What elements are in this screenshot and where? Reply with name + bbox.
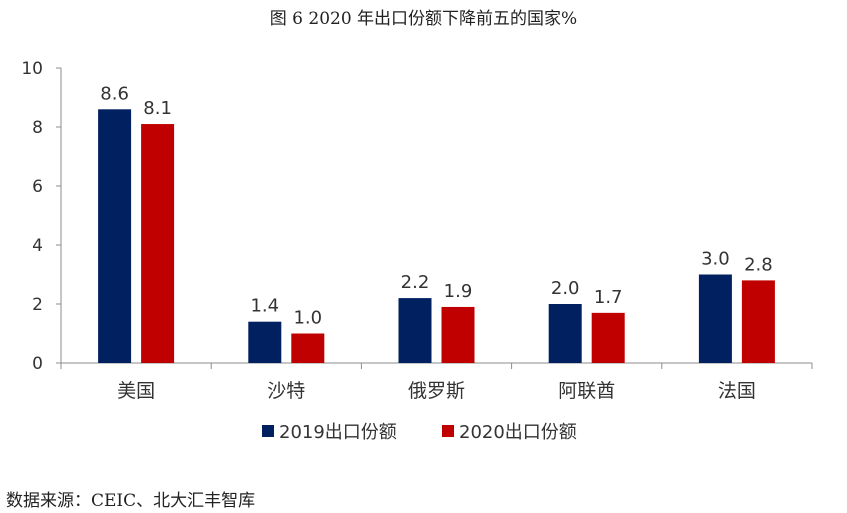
data-labels: 8.6 1.4 2.2 2.0 3.0 8.1 1.0 1.9 1.7 2.8: [100, 83, 772, 328]
category-label: 沙特: [267, 380, 305, 402]
data-label: 2.0: [551, 278, 580, 299]
legend-label: 2020出口份额: [459, 422, 577, 443]
data-label: 1.9: [444, 281, 473, 302]
data-label: 2.8: [744, 254, 773, 275]
y-tick-label: 6: [32, 177, 43, 197]
bar: [548, 304, 582, 363]
data-label: 2.2: [401, 272, 430, 293]
y-tick-label: 10: [21, 59, 43, 79]
bar: [141, 124, 175, 363]
category-label: 美国: [117, 380, 155, 402]
legend: 2019出口份额 2020出口份额: [262, 422, 577, 443]
legend-label: 2019出口份额: [279, 422, 397, 443]
bars: [98, 109, 775, 363]
category-label: 阿联酋: [558, 380, 615, 402]
bar: [398, 298, 432, 363]
bar: [741, 280, 775, 363]
category-label: 俄罗斯: [408, 380, 465, 402]
y-tick-label: 2: [32, 295, 43, 315]
data-label: 1.0: [293, 308, 322, 329]
bar: [98, 109, 132, 363]
y-axis: 0 2 4 6 8 10: [21, 59, 62, 374]
y-tick-label: 8: [32, 118, 43, 138]
legend-swatch: [262, 425, 274, 437]
data-label: 1.4: [250, 296, 279, 317]
data-label: 1.7: [594, 287, 623, 308]
data-label: 8.1: [143, 98, 172, 119]
bar: [591, 312, 625, 363]
x-axis: 美国 沙特 俄罗斯 阿联酋 法国: [60, 362, 813, 402]
data-label: 8.6: [100, 83, 129, 104]
bar: [441, 306, 475, 363]
chart-title: 图 6 2020 年出口份额下降前五的国家%: [269, 9, 578, 29]
y-tick-label: 4: [32, 236, 43, 256]
data-label: 3.0: [701, 249, 730, 270]
bar: [698, 274, 732, 363]
category-label: 法国: [718, 380, 756, 402]
source-note: 数据来源：CEIC、北大汇丰智库: [6, 491, 256, 511]
bar: [291, 333, 325, 363]
bar: [248, 321, 282, 363]
y-tick-label: 0: [32, 354, 43, 374]
legend-swatch: [442, 425, 454, 437]
